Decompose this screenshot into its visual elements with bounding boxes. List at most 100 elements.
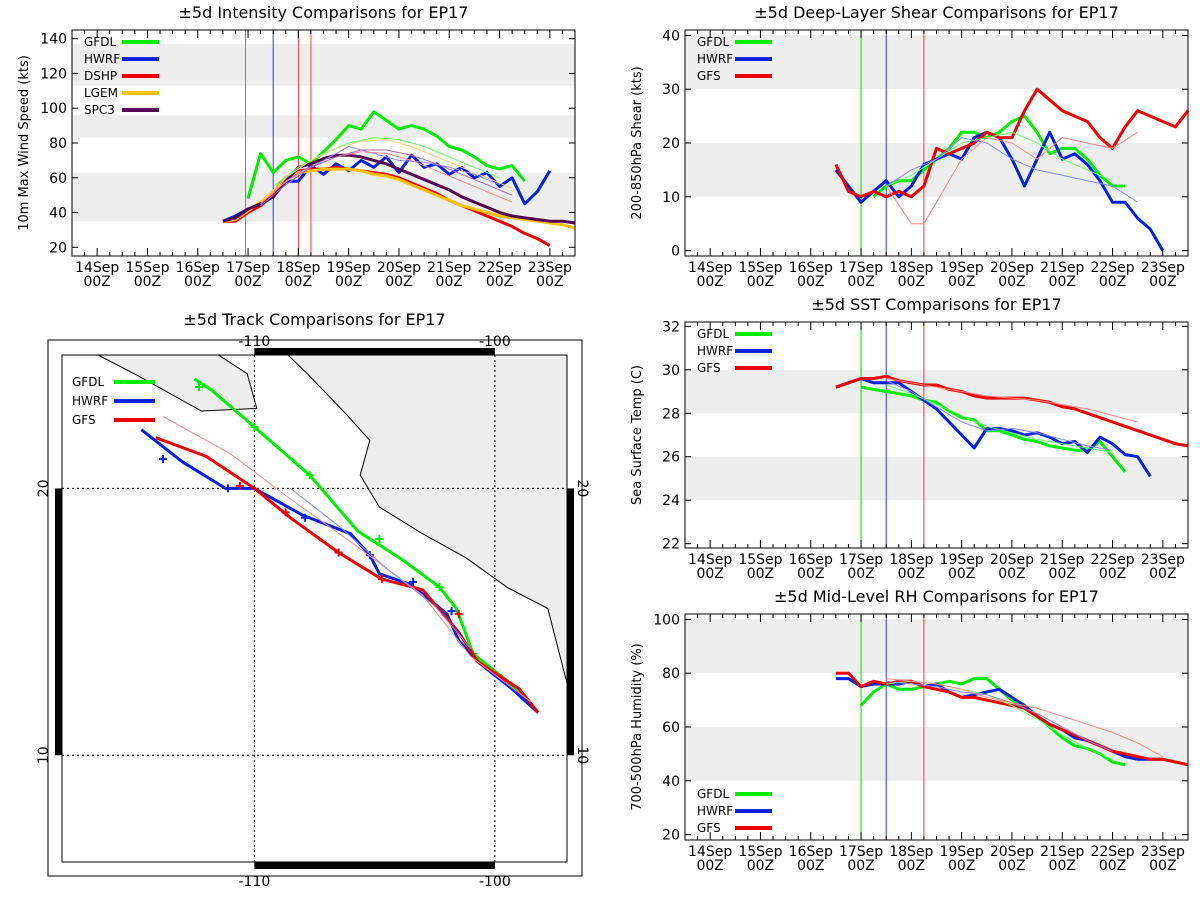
track-marker xyxy=(159,455,167,464)
track-gfdl xyxy=(193,377,540,714)
y-tick-label: 28 xyxy=(662,406,680,422)
track-marker xyxy=(300,513,309,522)
chart-title: ±5d Intensity Comparisons for EP17 xyxy=(179,3,469,22)
x-tick-label: 21Sep xyxy=(1040,260,1084,276)
x-tick-label: 19Sep xyxy=(940,260,984,276)
x-tick-label: 00Z xyxy=(1049,274,1076,290)
x-tick-label: 00Z xyxy=(797,858,824,874)
y-tick-label: 60 xyxy=(662,720,680,736)
x-tick-label: 22Sep xyxy=(1090,844,1134,860)
lat-label-right: 10 xyxy=(574,746,590,764)
x-tick-label: 15Sep xyxy=(125,260,169,276)
x-tick-label: 00Z xyxy=(83,274,110,290)
x-tick-label: 20Sep xyxy=(990,552,1034,568)
legend-label: GFDL xyxy=(697,35,729,49)
x-tick-label: 20Sep xyxy=(990,844,1034,860)
legend-label: DSHP xyxy=(84,69,117,83)
y-tick-label: 0 xyxy=(671,244,680,260)
x-tick-label: 18Sep xyxy=(889,844,933,860)
x-tick-label: 00Z xyxy=(285,274,312,290)
x-tick-label: 20Sep xyxy=(377,260,421,276)
legend-label: GFDL xyxy=(697,787,729,801)
track-marker xyxy=(447,607,456,616)
track-marker xyxy=(435,583,444,592)
y-tick-label: 80 xyxy=(662,666,680,682)
track-marker xyxy=(305,471,314,480)
x-tick-label: 00Z xyxy=(1149,566,1176,582)
x-tick-label: 00Z xyxy=(898,858,925,874)
x-tick-label: 00Z xyxy=(696,274,723,290)
track-marker xyxy=(375,535,384,544)
x-tick-label: 00Z xyxy=(1049,566,1076,582)
legend-label: GFDL xyxy=(72,375,104,389)
series-gfs-prev xyxy=(886,378,1138,423)
series-gfs-prev xyxy=(885,131,1138,225)
x-tick-label: 17Sep xyxy=(839,844,883,860)
gray-band xyxy=(72,115,575,138)
x-tick-label: 00Z xyxy=(234,274,261,290)
x-tick-label: 00Z xyxy=(436,274,463,290)
chart-intensity: ±5d Intensity Comparisons for EP17 10m Ma… xyxy=(17,3,576,290)
y-tick-label: 32 xyxy=(662,319,680,335)
legend-label: GFDL xyxy=(84,35,116,49)
y-tick-label: 20 xyxy=(662,828,680,844)
map-border-bar-top xyxy=(254,348,495,355)
x-tick-label: 00Z xyxy=(1149,274,1176,290)
legend-label: SPC3 xyxy=(84,103,115,117)
chart-track: ±5d Track Comparisons for EP17 -110 -110 -1… xyxy=(36,310,590,890)
track-marker xyxy=(409,577,418,586)
track-marker xyxy=(223,484,232,493)
y-tick-label: 140 xyxy=(40,32,67,48)
mexico-land xyxy=(249,354,568,684)
map-outer-frame xyxy=(47,339,583,877)
y-tick-label: 80 xyxy=(49,136,67,152)
series-hwrf-prev xyxy=(272,146,500,193)
x-tick-label: 00Z xyxy=(797,566,824,582)
map-border-bar-left xyxy=(55,488,62,756)
x-tick-label: 00Z xyxy=(486,274,513,290)
x-tick-label: 17Sep xyxy=(839,260,883,276)
series-hwrf-prev xyxy=(886,380,1113,451)
map-border-bar-right xyxy=(567,488,574,756)
x-tick-label: 21Sep xyxy=(427,260,471,276)
lat-label-left: 10 xyxy=(36,746,52,764)
x-tick-label: 22Sep xyxy=(1090,552,1134,568)
y-tick-label: 10 xyxy=(662,190,680,206)
x-tick-label: 00Z xyxy=(696,566,723,582)
y-tick-label: 120 xyxy=(40,66,67,82)
x-tick-label: 17Sep xyxy=(226,260,270,276)
x-tick-label: 23Sep xyxy=(528,260,572,276)
x-tick-label: 18Sep xyxy=(889,260,933,276)
chart-sst: ±5d SST Comparisons for EP17 Sea Surface … xyxy=(630,295,1189,582)
series-lgem-prev xyxy=(260,139,513,203)
gray-band xyxy=(72,43,575,86)
x-tick-label: 00Z xyxy=(747,858,774,874)
x-tick-label: 14Sep xyxy=(688,552,732,568)
series-gfdl xyxy=(246,110,526,200)
x-tick-label: 23Sep xyxy=(1141,844,1185,860)
x-tick-label: 14Sep xyxy=(75,260,119,276)
series-gfdl-prev xyxy=(886,131,1113,187)
x-tick-label: 00Z xyxy=(948,274,975,290)
chart-title: ±5d SST Comparisons for EP17 xyxy=(811,295,1061,314)
legend-label: HWRF xyxy=(697,344,733,358)
x-tick-label: 23Sep xyxy=(1141,552,1185,568)
legend-label: LGEM xyxy=(84,86,118,100)
x-tick-label: 00Z xyxy=(797,274,824,290)
series-hwrf-prev xyxy=(885,137,1138,203)
x-tick-label: 00Z xyxy=(747,566,774,582)
gray-band xyxy=(685,727,1188,781)
x-tick-label: 00Z xyxy=(998,566,1025,582)
x-tick-label: 00Z xyxy=(1049,858,1076,874)
y-axis-label: Sea Surface Temp (C) xyxy=(630,365,645,505)
y-axis-label: 200-850hPa Shear (kts) xyxy=(630,66,645,219)
track-marker xyxy=(454,609,463,618)
track-marker xyxy=(195,383,204,392)
x-tick-label: 14Sep xyxy=(688,260,732,276)
x-tick-label: 15Sep xyxy=(738,552,782,568)
x-tick-label: 00Z xyxy=(898,566,925,582)
x-tick-label: 16Sep xyxy=(789,552,833,568)
plot-frame xyxy=(684,321,1189,549)
x-tick-label: 00Z xyxy=(948,858,975,874)
